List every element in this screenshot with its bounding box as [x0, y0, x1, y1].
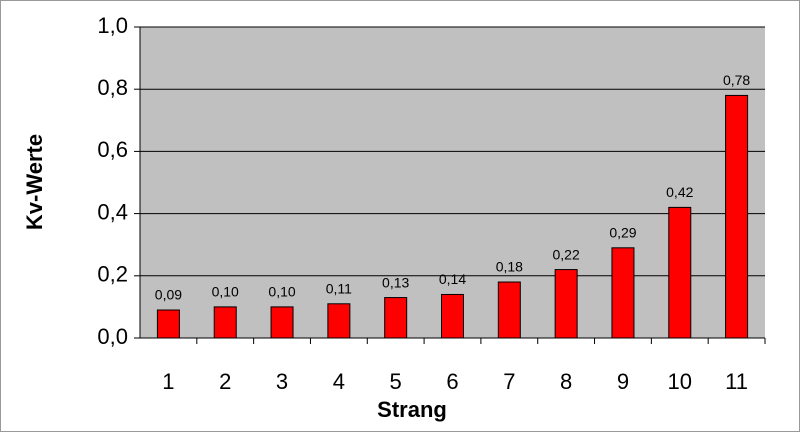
x-tick-label: 10	[668, 369, 692, 394]
bar	[554, 269, 578, 339]
data-label: 0,78	[723, 72, 750, 88]
data-label: 0,22	[553, 246, 580, 262]
plot-area	[140, 27, 765, 338]
bar	[156, 309, 180, 339]
data-label: 0,09	[155, 287, 182, 303]
x-tick-label: 3	[276, 369, 288, 394]
y-tick-label: 1,0	[97, 13, 128, 38]
x-tick-label: 1	[162, 369, 174, 394]
bar	[668, 206, 692, 339]
data-label: 0,18	[496, 259, 523, 275]
x-tick-label: 4	[333, 369, 345, 394]
x-tick-label: 5	[390, 369, 402, 394]
bar	[327, 303, 351, 339]
x-tick-label: 11	[725, 369, 748, 394]
data-label: 0,13	[382, 274, 409, 290]
x-axis-title: Strang	[377, 397, 447, 422]
y-tick-label: 0,4	[97, 199, 128, 224]
bar	[441, 293, 464, 339]
x-tick-label: 8	[560, 369, 572, 394]
bar	[725, 94, 749, 339]
bar	[270, 306, 294, 339]
bar	[497, 281, 521, 339]
bar	[611, 247, 635, 339]
y-axis-title: Kv-Werte	[22, 134, 47, 230]
y-tick-label: 0,8	[97, 75, 128, 100]
y-tick-label: 0,2	[97, 262, 128, 287]
x-tick-label: 9	[617, 369, 629, 394]
data-label: 0,10	[268, 284, 295, 300]
data-label: 0,29	[609, 225, 636, 241]
data-label: 0,14	[439, 271, 466, 287]
bar	[213, 306, 237, 339]
bar	[384, 297, 408, 339]
data-label: 0,10	[212, 284, 239, 300]
x-tick-label: 6	[446, 369, 458, 394]
data-label: 0,42	[666, 184, 693, 200]
x-tick-label: 7	[503, 369, 515, 394]
x-tick-label: 2	[219, 369, 231, 394]
y-tick-label: 0,0	[97, 324, 128, 349]
data-label: 0,11	[326, 280, 352, 296]
y-tick-label: 0,6	[97, 137, 128, 162]
